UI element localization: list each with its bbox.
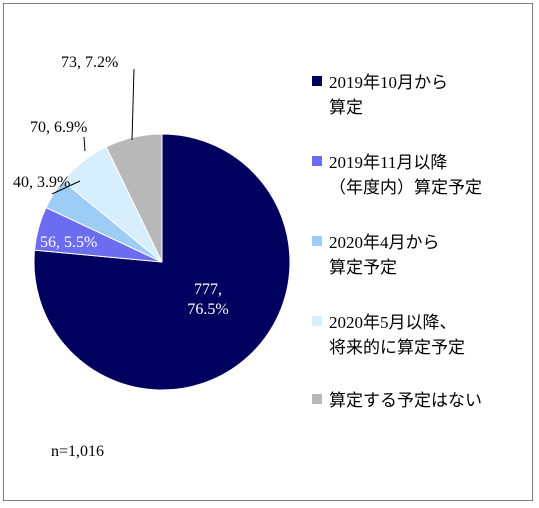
legend-label: 2020年4月から 算定予定 [329,233,440,277]
legend-label: 算定する予定はない [329,391,482,410]
data-label: 73, 7.2% [61,54,118,71]
sample-size-label: n=1,016 [51,443,105,460]
leader-line [131,68,135,141]
pie-slice [33,133,291,391]
data-label: 70, 6.9% [30,119,87,136]
data-label: 777, 76.5% [187,281,228,318]
legend-swatch [312,76,322,86]
legend-label: 2019年10月から 算定 [329,73,448,117]
legend-swatch [312,316,322,326]
data-label: 40, 3.9% [13,174,70,191]
leader-line [83,136,86,152]
pie-slice [105,133,163,263]
legend-label: 2020年5月以降、 将来的に算定予定 [329,313,465,357]
leader-line [51,180,81,195]
data-label: 56, 5.5% [40,234,97,251]
legend-label: 2019年11月以降 （年度内）算定予定 [329,153,482,197]
legend-swatch [312,236,322,246]
chart-frame [3,3,533,501]
legend-swatch [312,394,322,404]
legend-swatch [312,156,322,166]
